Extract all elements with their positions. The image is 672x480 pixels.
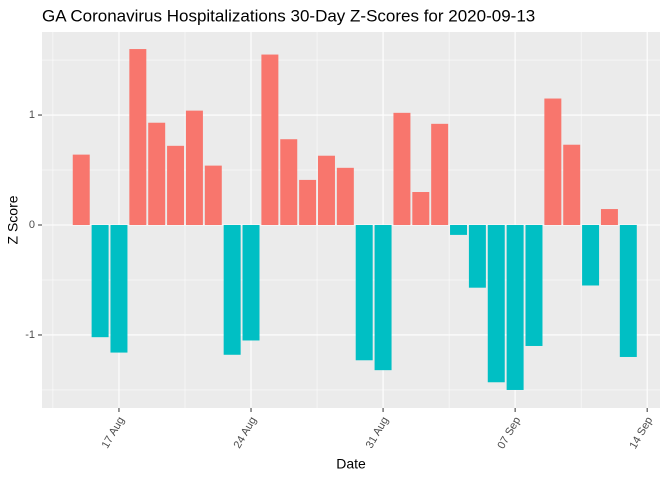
bar (72, 154, 90, 226)
bar (223, 225, 241, 355)
x-tick-label: 31 Aug (364, 415, 392, 451)
bar (129, 49, 147, 226)
y-tick-label: -1 (25, 329, 35, 341)
bar (204, 165, 222, 226)
x-tick-label: 07 Sep (495, 415, 523, 451)
bar (374, 225, 392, 371)
bar (487, 225, 505, 383)
bar (336, 167, 354, 226)
bar (544, 98, 562, 226)
bar (355, 225, 373, 361)
x-tick-label: 24 Aug (232, 415, 260, 451)
chart-title: GA Coronavirus Hospitalizations 30-Day Z… (42, 6, 535, 25)
y-axis-title: Z Score (5, 195, 21, 244)
bar (563, 144, 581, 226)
bar (600, 209, 618, 226)
bar (619, 225, 637, 357)
bar (167, 145, 185, 226)
bar (525, 225, 543, 346)
bar (261, 54, 279, 226)
bar (148, 122, 166, 226)
bar (185, 110, 203, 226)
y-tick-label: 0 (29, 219, 35, 231)
bar (450, 225, 468, 235)
x-tick-label: 17 Aug (100, 415, 128, 451)
bar (299, 179, 317, 226)
bar (393, 112, 411, 226)
bar (317, 155, 335, 226)
bar (412, 192, 430, 226)
bar (431, 123, 449, 226)
y-tick-label: 1 (29, 109, 35, 121)
bar (506, 225, 524, 390)
bar (110, 225, 128, 353)
x-tick-label: 14 Sep (627, 415, 655, 451)
bar (91, 225, 109, 338)
x-axis-title: Date (336, 456, 366, 472)
bar (582, 225, 600, 286)
bar (280, 139, 298, 226)
bar (468, 225, 486, 288)
bar (242, 225, 260, 341)
